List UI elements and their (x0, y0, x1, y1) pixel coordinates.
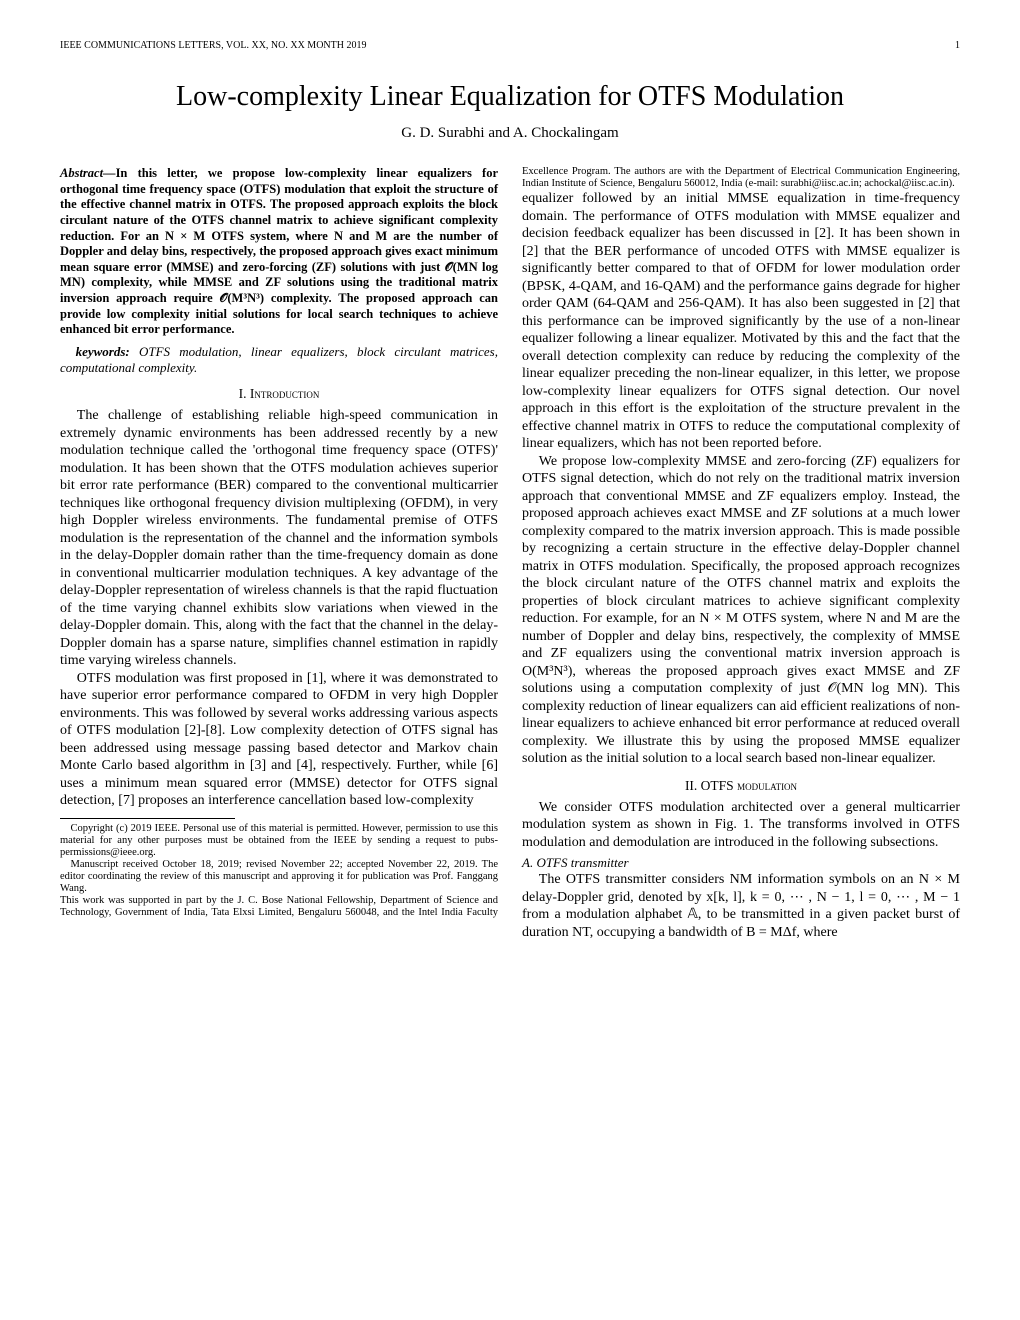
col2-continuation: equalizer followed by an initial MMSE eq… (522, 190, 960, 453)
abstract-text: In this letter, we propose low-complexit… (60, 166, 498, 336)
running-header: IEEE COMMUNICATIONS LETTERS, VOL. XX, NO… (60, 40, 960, 51)
intro-para-1: The challenge of establishing reliable h… (60, 407, 498, 670)
section-2-heading: II. OTFS modulation (522, 778, 960, 795)
keywords: keywords: OTFS modulation, linear equali… (60, 344, 498, 377)
abstract: Abstract—In this letter, we propose low-… (60, 166, 498, 338)
section-1-heading: I. Introduction (60, 386, 498, 403)
subsec-a-para: The OTFS transmitter considers NM inform… (522, 871, 960, 941)
footnote-copyright: Copyright (c) 2019 IEEE. Personal use of… (60, 823, 498, 859)
subsection-a-heading: A. OTFS transmitter (522, 855, 960, 871)
journal-name: IEEE COMMUNICATIONS LETTERS, VOL. XX, NO… (60, 40, 366, 51)
col2-para-2: We propose low-complexity MMSE and zero-… (522, 453, 960, 768)
keywords-label: keywords: (76, 344, 130, 359)
abstract-label: Abstract— (60, 166, 116, 180)
footnote-separator (60, 818, 235, 819)
intro-para-2: OTFS modulation was first proposed in [1… (60, 670, 498, 810)
paper-title: Low-complexity Linear Equalization for O… (60, 81, 960, 113)
body-columns: Abstract—In this letter, we propose low-… (60, 166, 960, 941)
sec2-para-1: We consider OTFS modulation architected … (522, 799, 960, 852)
author-line: G. D. Surabhi and A. Chockalingam (60, 125, 960, 142)
footnote-manuscript: Manuscript received October 18, 2019; re… (60, 859, 498, 895)
page-number: 1 (955, 40, 960, 51)
